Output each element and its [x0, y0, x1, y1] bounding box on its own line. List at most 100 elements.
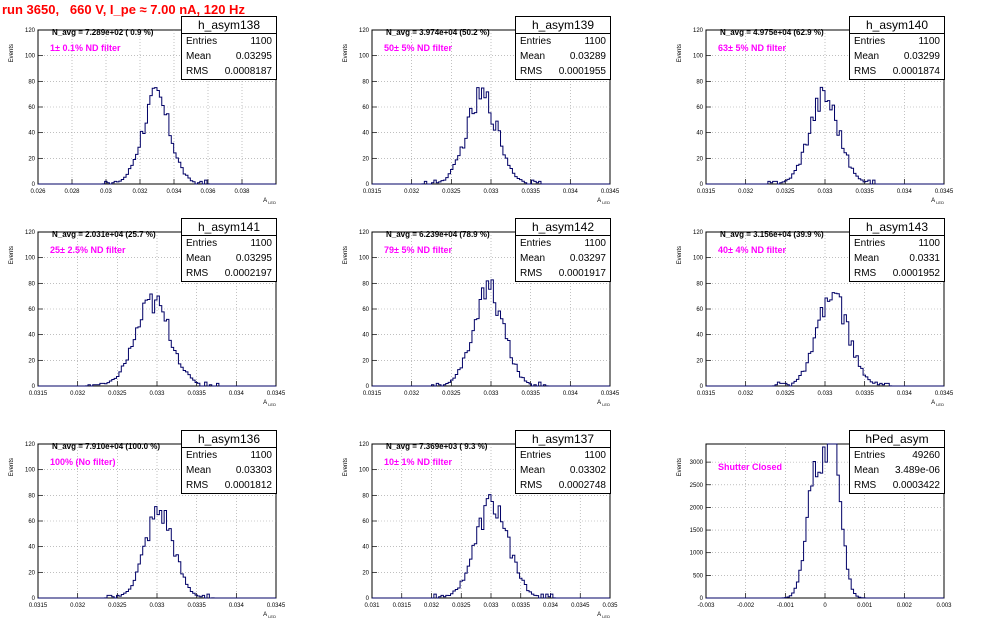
x-tick-label: 0.033	[483, 391, 499, 397]
histogram-svg: 0.0315 0.032 0.0325 0.033 0.0335 0.034 0.0345 0…	[677, 230, 954, 407]
x-tick-label: 0.034	[897, 391, 913, 397]
y-tick-label: 120	[359, 28, 370, 34]
stats-value: 0.0001917	[558, 268, 606, 279]
histogram-svg: -0.003 -0.002 -0.001 0 0.001 0.002 0.003 0 500 10…	[677, 443, 952, 609]
x-tick-label: 0.0325	[452, 603, 471, 609]
stats-value: 1100	[250, 36, 272, 47]
page-title: run 3650, 660 V, I_pe ≈ 7.00 nA, 120 Hz	[2, 2, 245, 17]
x-tick-label: 0.0315	[363, 391, 382, 397]
stats-row-mean: Mean 0.03289	[516, 49, 610, 64]
stats-row-mean: Mean 0.0331	[850, 251, 944, 266]
y-tick-label: 80	[28, 281, 35, 287]
stats-row-entries: Entries 1100	[182, 448, 276, 463]
y-tick-label: 120	[359, 442, 370, 448]
x-tick-label: 0.034	[229, 391, 245, 397]
y-tick-label: 0	[366, 596, 370, 602]
histogram-pad-h_asym142: 0.0315 0.032 0.0325 0.033 0.0335 0.034 0.0345 0…	[332, 218, 650, 414]
stats-box: h_asym143 Entries 1100 Mean 0.0331 RMS 0.00019…	[849, 218, 945, 282]
stats-box: h_asym137 Entries 1100 Mean 0.03302 RMS 0.0002…	[515, 430, 611, 494]
stats-value: 0.0001955	[558, 66, 606, 77]
histogram-line	[38, 293, 276, 387]
y-tick-label: 20	[696, 358, 703, 364]
x-tick-label: 0.0335	[521, 391, 540, 397]
x-tick-label: 0.033	[483, 603, 499, 609]
n-avg-label: N_avg = 3.974e+04 (50.2 %)	[386, 28, 490, 37]
y-axis-label: Events	[9, 246, 15, 264]
x-tick-label: 0.032	[404, 391, 420, 397]
stats-box: h_asym140 Entries 1100 Mean 0.03299 RMS 0.0001…	[849, 16, 945, 80]
x-axis-label: A LED	[263, 198, 276, 205]
stats-key: Entries	[854, 450, 886, 461]
x-tick-label: 0.032	[738, 189, 754, 195]
x-tick-label: -0.002	[737, 603, 755, 609]
x-tick-label: 0.034	[166, 189, 182, 195]
x-tick-label: 0.0315	[697, 189, 716, 195]
y-tick-label: 40	[28, 131, 35, 137]
x-tick-label: 0.0315	[697, 391, 716, 397]
x-tick-label: 0.0325	[108, 391, 127, 397]
stats-box-title: h_asym140	[850, 17, 944, 34]
stats-row-entries: Entries 49260	[850, 448, 944, 463]
y-tick-label: 100	[359, 54, 370, 60]
x-tick-label: 0.032	[70, 391, 86, 397]
stats-box-title: hPed_asym	[850, 431, 944, 448]
y-axis-label: Events	[9, 458, 15, 476]
x-tick-label: 0.0345	[935, 391, 954, 397]
histogram-pad-h_asym136: 0.0315 0.032 0.0325 0.033 0.0335 0.034 0.0345 0…	[0, 430, 316, 626]
y-tick-label: 60	[362, 105, 369, 111]
stats-row-mean: Mean 0.03299	[850, 49, 944, 64]
stats-value: 0.0003422	[892, 480, 940, 491]
n-avg-label: N_avg = 7.289e+02 ( 0.9 %)	[52, 28, 154, 37]
y-tick-label: 80	[696, 281, 703, 287]
x-tick-label: 0.002	[897, 603, 913, 609]
x-tick-label: 0.038	[234, 189, 250, 195]
stats-value: 0.0008187	[224, 66, 272, 77]
x-tick-label: 0	[823, 603, 827, 609]
y-tick-label: 20	[362, 570, 369, 576]
x-tick-label: 0.032	[738, 391, 754, 397]
y-axis-label: Events	[9, 44, 15, 62]
stats-value: 1100	[584, 36, 606, 47]
stats-row-entries: Entries 1100	[850, 34, 944, 49]
x-tick-label: 0.035	[602, 603, 618, 609]
histogram-pad-h_asym143: 0.0315 0.032 0.0325 0.033 0.0335 0.034 0.0345 0…	[666, 218, 984, 414]
y-axis-label: Events	[677, 458, 683, 476]
stats-row-mean: Mean 0.03303	[182, 463, 276, 478]
y-tick-label: 60	[28, 519, 35, 525]
y-tick-label: 80	[28, 493, 35, 499]
stats-key: RMS	[520, 66, 543, 77]
y-tick-label: 60	[28, 105, 35, 111]
x-tick-label: 0.0345	[601, 189, 620, 195]
stats-value: 0.03297	[569, 253, 606, 264]
x-tick-label: 0.0345	[935, 189, 954, 195]
x-axis-label: A LED	[263, 612, 276, 619]
stats-row-rms: RMS 0.0001874	[850, 64, 944, 79]
stats-box: h_asym136 Entries 1100 Mean 0.03303 RMS 0.0001…	[181, 430, 277, 494]
x-tick-label: 0.032	[404, 189, 420, 195]
stats-key: RMS	[520, 268, 543, 279]
x-tick-label: 0.032	[424, 603, 440, 609]
histogram-line	[706, 86, 944, 185]
stats-value: 1100	[250, 450, 272, 461]
stats-box-title: h_asym136	[182, 431, 276, 448]
y-tick-label: 100	[25, 256, 36, 262]
y-tick-label: 100	[693, 54, 704, 60]
x-tick-label: 0.0335	[187, 391, 206, 397]
y-tick-label: 120	[693, 28, 704, 34]
x-tick-label: 0.0325	[776, 391, 795, 397]
stats-value: 1100	[918, 36, 940, 47]
stats-row-rms: RMS 0.0001955	[516, 64, 610, 79]
histogram-svg: 0.0315 0.032 0.0325 0.033 0.0335 0.034 0.0345 0…	[343, 28, 620, 205]
x-tick-label: 0.034	[563, 189, 579, 195]
stats-box: hPed_asym Entries 49260 Mean 3.489e-06 RMS 0.0…	[849, 430, 945, 494]
y-tick-label: 40	[28, 545, 35, 551]
x-tick-label: 0.033	[149, 603, 165, 609]
stats-key: Entries	[520, 450, 552, 461]
stats-box-title: h_asym137	[516, 431, 610, 448]
x-tick-label: 0.034	[897, 189, 913, 195]
stats-row-rms: RMS 0.0002197	[182, 266, 276, 281]
x-tick-label: 0.033	[149, 391, 165, 397]
stats-key: Entries	[520, 36, 552, 47]
y-tick-label: 0	[700, 384, 704, 390]
stats-key: Mean	[186, 253, 212, 264]
